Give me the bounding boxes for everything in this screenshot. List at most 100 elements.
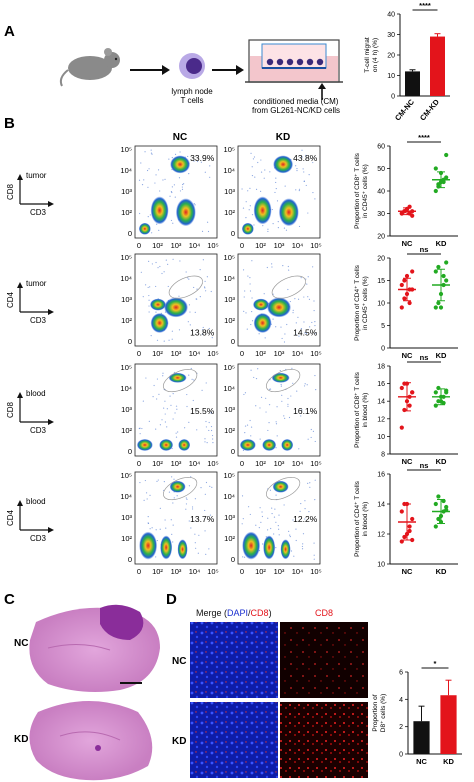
flow-event-dot [301,149,303,151]
data-point [399,539,404,544]
data-point [436,516,441,522]
tick-label-y: 10⁴ [120,492,132,501]
cd8-only-header: CD8 [315,608,333,618]
flow-event-dot [260,171,263,173]
y-tick-label: 30 [387,32,395,39]
category-label: NC [402,457,413,466]
data-point [399,305,404,310]
flow-event-dot [164,413,166,415]
flow-event-dot [170,191,173,193]
flow-event-dot [275,547,277,549]
flow-event-dot [210,425,213,428]
flow-event-dot [249,513,251,516]
flow-event-dot [309,482,311,484]
gate-outline [265,369,301,393]
tick-label-x: 10³ [274,349,285,358]
flow-event-dot [272,318,274,320]
flow-event-dot [166,408,168,410]
flow-event-dot [270,527,272,530]
flow-event-dot [271,263,273,265]
flow-event-dot [178,329,181,331]
data-point [407,524,412,529]
flow-event-dot [250,435,252,437]
flow-event-dot [308,510,310,513]
y-tick-label: 20 [377,234,385,241]
flow-event-dot [191,378,193,380]
flow-event-dot [268,422,270,424]
flow-population [253,196,272,225]
flow-event-dot [167,263,169,266]
tick-label-y: 10⁴ [120,384,132,393]
data-point [407,403,412,408]
data-point [410,516,415,522]
flow-event-dot [303,171,305,173]
flow-event-dot [201,333,203,335]
axis-arrowhead [48,201,54,207]
flow-event-dot [267,517,269,519]
y-tick-label: 10 [377,301,385,308]
flow-event-dot [190,367,192,370]
data-point [399,425,404,430]
flow-event-dot [288,530,290,532]
flow-event-dot [259,407,261,409]
y-tick-label: 12 [377,532,385,539]
y-axis-label: T-cell migrat [364,37,371,73]
flow-event-dot [172,524,174,526]
flow-event-dot [179,151,181,153]
y-tick-label: 5 [381,323,385,330]
significance-label: **** [419,1,431,10]
flow-event-dot [188,485,191,487]
flow-event-dot [197,552,199,554]
flow-event-dot [173,184,175,186]
tick-label-x: 10⁵ [310,567,321,576]
flow-event-dot [280,326,282,328]
flow-event-dot [205,426,208,428]
y-tick-label: 0 [391,94,395,101]
y-axis-label: D8⁺ cells (%) [380,694,387,732]
data-point [433,390,438,395]
y-tick-label: 12 [377,416,385,423]
data-point [433,501,438,507]
flow-event-dot [295,322,297,324]
tick-label-y: 10² [224,316,235,325]
flow-event-dot [249,277,251,279]
flow-event-dot [260,159,262,161]
flow-event-dot [249,283,251,285]
flow-event-dot [139,212,141,215]
y-axis-label: Proportion of CD8⁺ T cells [354,371,361,448]
tissue-label: tumor [26,171,47,180]
flow-event-dot [208,327,210,330]
flow-event-dot [307,212,309,214]
flow-event-dot [244,392,247,394]
y-tick-label: 10 [387,73,395,80]
flow-event-dot [140,271,142,273]
axis-arrowhead [48,419,54,425]
flow-event-dot [243,296,245,298]
flow-event-dot [172,541,174,543]
flow-event-dot [280,383,282,386]
tick-label-x: 10³ [171,241,182,250]
flow-event-dot [303,180,305,182]
flow-event-dot [293,555,295,557]
cd8-label: CD8 [251,608,269,618]
flow-event-dot [161,272,163,275]
tick-label-x: 10⁴ [189,349,201,358]
arrow-icon [130,65,170,75]
flow-population [150,196,169,225]
flow-event-dot [163,481,165,483]
gate-outline [168,275,203,299]
flow-event-dot [245,201,247,203]
flow-event-dot [291,367,293,369]
flow-event-dot [175,436,178,438]
flow-event-dot [206,221,209,223]
flow-event-dot [290,550,293,552]
flow-population [271,372,290,383]
y-axis-label: Proportion of CD4⁺ T cells [354,264,361,341]
flow-event-dot [251,214,254,216]
flow-event-dot [308,298,311,300]
flow-population [262,438,277,451]
category-label: CM-KD [418,97,441,122]
flow-event-dot [304,332,306,334]
flow-event-dot [163,407,165,409]
